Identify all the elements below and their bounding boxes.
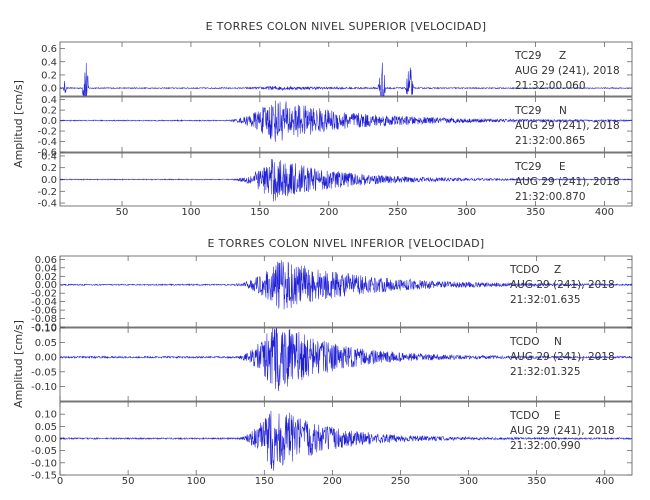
- y-tick-label: -0.10: [31, 458, 57, 469]
- y-tick-label: 0.04: [35, 263, 57, 274]
- y-tick-label: 0.2: [41, 70, 57, 81]
- x-tick-label: 400: [595, 476, 614, 487]
- y-tick-label: -0.04: [31, 297, 57, 308]
- y-tick-label: 0.4: [41, 95, 57, 106]
- panel-frame: [59, 327, 633, 402]
- y-tick-label: 0.00: [35, 434, 57, 445]
- x-tick-label: 0: [57, 476, 63, 487]
- x-tick-label: 50: [116, 207, 129, 218]
- component-label: E: [559, 161, 566, 173]
- y-tick-label: -0.10: [31, 382, 57, 393]
- upper-level-chart: E TORRES COLON NIVEL SUPERIOR [VELOCIDAD…: [12, 20, 633, 218]
- y-tick-label: 0.10: [35, 324, 57, 335]
- component-label: E: [554, 410, 561, 422]
- station-code: TCDO: [509, 410, 539, 422]
- x-tick-label: 250: [388, 207, 407, 218]
- x-tick-label: 100: [181, 207, 200, 218]
- x-tick-label: 400: [595, 207, 614, 218]
- panel-frame: [59, 96, 633, 153]
- x-tick-label: 200: [319, 207, 338, 218]
- y-tick-label: 0.00: [35, 353, 57, 364]
- y-tick-label: 0.0: [41, 175, 57, 186]
- station-code: TC29: [514, 50, 542, 62]
- x-tick-label: 300: [457, 207, 476, 218]
- record-date: AUG 29 (241), 2018: [515, 120, 620, 132]
- waveform-series: [59, 327, 633, 392]
- x-tick-label: 150: [250, 207, 269, 218]
- waveform-series: [59, 62, 633, 97]
- y-tick-label: 0.05: [35, 422, 57, 433]
- y-tick-label: 0.0: [41, 84, 57, 95]
- y-tick-label: 0.02: [35, 272, 57, 283]
- component-label: N: [559, 105, 567, 117]
- waveform-series: [59, 410, 633, 471]
- panel-tcdo-n: 0.10 0.05 0.00 -0.05 -0.10 TCDO N AUG 29 (241),…: [31, 324, 633, 402]
- panel-tcdo-e: 0.100.050.00-0.05-0.10 -0.15 TCDO E AUG 29 (…: [31, 401, 633, 482]
- x-tick-label: 150: [255, 476, 274, 487]
- record-date: AUG 29 (241), 2018: [510, 351, 615, 363]
- y-tick-label: 0.0: [41, 116, 57, 127]
- y-tick-label: -0.10: [31, 323, 57, 334]
- y-tick-label: 0.00: [35, 280, 57, 291]
- station-code: TCDO: [509, 336, 539, 348]
- station-code: TC29: [514, 105, 542, 117]
- y-axis-label: Amplitud [cm/s]: [12, 320, 25, 408]
- y-tick-label: -0.2: [37, 127, 57, 138]
- y-tick-label: 0.2: [41, 106, 57, 117]
- y-tick-label: -0.02: [31, 289, 57, 300]
- record-date: AUG 29 (241), 2018: [510, 425, 615, 437]
- waveform-series: [59, 100, 633, 142]
- record-time: 21:32:01.325: [510, 366, 581, 378]
- record-time: 21:32:00.060: [515, 80, 586, 92]
- record-time: 21:32:00.865: [515, 135, 586, 147]
- y-tick-label: -0.4: [37, 199, 57, 210]
- chart-title: E TORRES COLON NIVEL SUPERIOR [VELOCIDAD…: [206, 20, 487, 33]
- y-tick-label: 0.4: [41, 57, 57, 68]
- record-time: 21:32:00.990: [510, 440, 581, 452]
- component-label: N: [554, 336, 562, 348]
- x-tick-label: 200: [323, 476, 342, 487]
- record-date: AUG 29 (241), 2018: [510, 279, 615, 291]
- x-tick-label: 300: [459, 476, 478, 487]
- x-tick-label: 100: [187, 476, 206, 487]
- y-tick-label: -0.2: [37, 187, 57, 198]
- y-axis-label: Amplitud [cm/s]: [12, 80, 25, 168]
- component-label: Z: [554, 264, 561, 276]
- y-tick-label: 0.6: [41, 44, 57, 55]
- y-tick-label: -0.05: [31, 446, 57, 457]
- panel-tc29-z: 0.6 0.4 0.2 0.0 TC29 Z AUG 29 (241), 2018 21:32…: [41, 41, 633, 97]
- station-code: TC29: [514, 161, 542, 173]
- station-code: TCDO: [509, 264, 539, 276]
- record-time: 21:32:01.635: [510, 294, 581, 306]
- y-tick-label: 0.06: [35, 255, 57, 266]
- chart-title: E TORRES COLON NIVEL INFERIOR [VELOCIDAD…: [208, 237, 485, 250]
- y-tick-label: 0.4: [41, 151, 57, 162]
- y-tick-label: -0.4: [37, 137, 57, 148]
- record-date: AUG 29 (241), 2018: [515, 176, 620, 188]
- record-date: AUG 29 (241), 2018: [515, 65, 620, 77]
- record-time: 21:32:00.870: [515, 191, 586, 203]
- component-label: Z: [559, 50, 566, 62]
- y-tick-label: 0.10: [35, 410, 57, 421]
- x-tick-label: 350: [527, 476, 546, 487]
- panel-frame: [59, 255, 633, 328]
- y-tick-label: -0.05: [31, 367, 57, 378]
- waveform-series: [59, 260, 633, 310]
- lower-level-chart: E TORRES COLON NIVEL INFERIOR [VELOCIDAD…: [12, 237, 633, 487]
- y-tick-label: 0.05: [35, 338, 57, 349]
- y-tick-label: -0.6: [37, 148, 57, 159]
- y-tick-label: -0.15: [31, 471, 57, 482]
- waveform-series: [59, 158, 633, 202]
- panel-frame: [59, 41, 633, 97]
- x-tick-label: 350: [526, 207, 545, 218]
- panel-tcdo-z: 0.060.040.020.00-0.02-0.04-0.06-0.08-0.1…: [31, 255, 633, 334]
- x-tick-label: 250: [391, 476, 410, 487]
- y-tick-label: -0.06: [31, 306, 57, 317]
- y-tick-label: -0.08: [31, 314, 57, 325]
- y-tick-label: 0.2: [41, 163, 57, 174]
- panel-tc29-e: 0.40.20.0-0.2-0.4 TC29 E AUG 29 (241), 2018…: [37, 151, 633, 210]
- x-tick-label: 50: [122, 476, 135, 487]
